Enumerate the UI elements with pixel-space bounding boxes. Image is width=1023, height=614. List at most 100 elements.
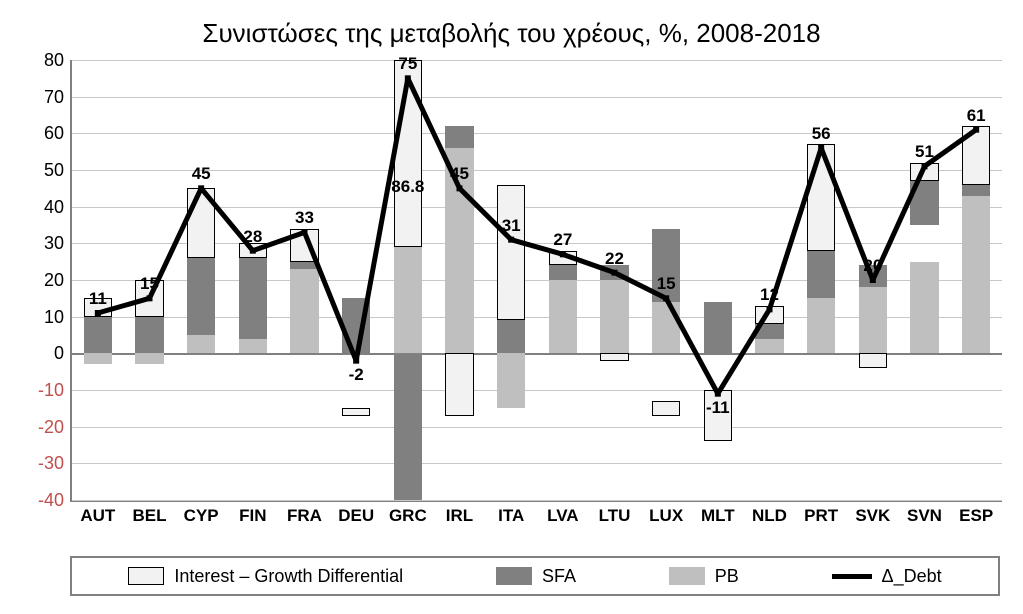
bar — [187, 188, 215, 258]
swatch-debt-line — [832, 574, 872, 579]
legend-item-pb: PB — [669, 566, 739, 587]
value-label: 33 — [295, 208, 314, 228]
bar — [704, 302, 732, 353]
value-label: 31 — [502, 216, 521, 236]
legend-item-igd: Interest – Growth Differential — [128, 566, 403, 587]
gridline — [72, 60, 1002, 61]
bar — [394, 247, 422, 353]
x-label: PRT — [795, 500, 847, 526]
bar — [342, 298, 370, 353]
bar — [962, 196, 990, 354]
bar — [600, 280, 628, 353]
x-label: FIN — [227, 500, 279, 526]
x-label: BEL — [124, 500, 176, 526]
value-label: 45 — [450, 164, 469, 184]
value-label: 20 — [863, 256, 882, 276]
y-tick: -20 — [38, 418, 72, 436]
bar — [807, 251, 835, 299]
x-label: LUX — [640, 500, 692, 526]
bar — [290, 269, 318, 353]
x-label: IRL — [434, 500, 486, 526]
x-label: ITA — [485, 500, 537, 526]
bar — [445, 126, 473, 148]
bar — [394, 353, 422, 500]
chart-container: Συνιστώσες της μεταβολής του χρέους, %, … — [0, 0, 1023, 614]
gridline — [72, 427, 1002, 428]
x-label: CYP — [175, 500, 227, 526]
bar — [549, 265, 577, 280]
bar — [755, 306, 783, 324]
bar — [497, 320, 525, 353]
x-label: MLT — [692, 500, 744, 526]
x-label: AUT — [72, 500, 124, 526]
gridline — [72, 97, 1002, 98]
value-label: -11 — [706, 398, 730, 418]
bar — [652, 401, 680, 416]
value-label: 11 — [89, 289, 107, 309]
swatch-igd — [128, 567, 164, 585]
x-label: DEU — [330, 500, 382, 526]
value-label: 56 — [812, 124, 831, 144]
bar — [549, 251, 577, 266]
bar — [445, 353, 473, 415]
x-label: NLD — [744, 500, 796, 526]
bar — [187, 335, 215, 353]
value-label: 45 — [192, 164, 211, 184]
x-label: LVA — [537, 500, 589, 526]
bar — [807, 144, 835, 250]
gridline — [72, 170, 1002, 171]
x-label: GRC — [382, 500, 434, 526]
bar — [549, 280, 577, 353]
bar — [239, 339, 267, 354]
y-tick: 60 — [44, 124, 72, 142]
legend-item-sfa: SFA — [496, 566, 576, 587]
y-tick: -30 — [38, 454, 72, 472]
legend-item-debt: Δ_Debt — [832, 566, 942, 587]
bar — [290, 229, 318, 262]
bar — [962, 185, 990, 196]
bar — [497, 185, 525, 321]
value-label: 75 — [398, 54, 417, 74]
bar — [755, 339, 783, 354]
y-tick: 70 — [44, 88, 72, 106]
bar — [135, 317, 163, 354]
extra-label: 86.8 — [391, 177, 424, 197]
x-label: SVK — [847, 500, 899, 526]
y-tick: -10 — [38, 381, 72, 399]
value-label: 51 — [915, 142, 934, 162]
value-label: 12 — [760, 285, 779, 305]
bar — [600, 353, 628, 360]
x-label: LTU — [589, 500, 641, 526]
x-label: SVN — [899, 500, 951, 526]
bar — [187, 258, 215, 335]
bar — [807, 298, 835, 353]
gridline — [72, 463, 1002, 464]
bar — [859, 353, 887, 368]
gridline — [72, 133, 1002, 134]
plot-area: -40-30-20-1001020304050607080AUTBELCYPFI… — [70, 60, 1002, 502]
swatch-pb — [669, 567, 705, 585]
y-tick: 10 — [44, 308, 72, 326]
bar — [910, 181, 938, 225]
value-label: -2 — [349, 365, 364, 385]
y-tick: 40 — [44, 198, 72, 216]
value-label: 15 — [657, 274, 676, 294]
legend: Interest – Growth Differential SFA PB Δ_… — [70, 556, 1000, 596]
value-label: 27 — [553, 230, 572, 250]
y-tick: 80 — [44, 51, 72, 69]
swatch-sfa — [496, 567, 532, 585]
bar — [652, 302, 680, 353]
bar — [910, 262, 938, 354]
value-label: 28 — [243, 227, 262, 247]
bar — [84, 353, 112, 364]
value-label: 61 — [967, 106, 986, 126]
bar — [497, 353, 525, 408]
bar — [84, 317, 112, 354]
value-label: 22 — [605, 249, 624, 269]
bar — [859, 287, 887, 353]
bar — [910, 163, 938, 181]
chart-title: Συνιστώσες της μεταβολής του χρέους, %, … — [0, 18, 1023, 49]
y-tick: 0 — [54, 344, 72, 362]
bar — [342, 408, 370, 415]
y-tick: 50 — [44, 161, 72, 179]
